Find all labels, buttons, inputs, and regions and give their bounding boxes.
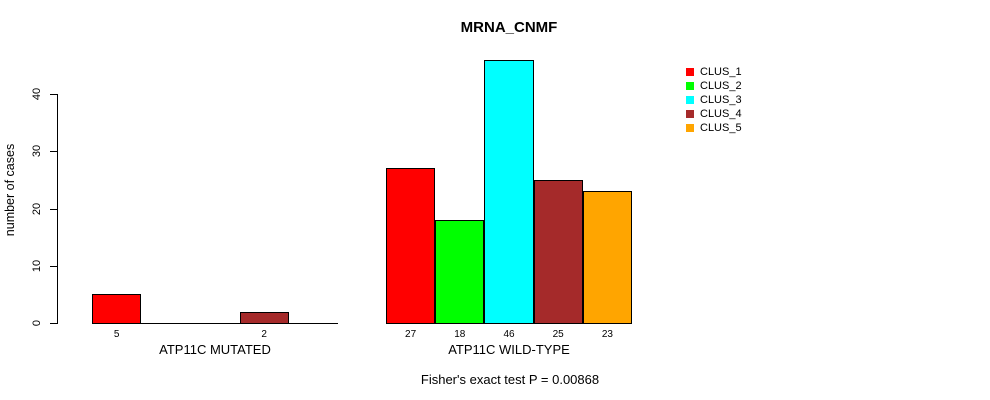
bar — [533, 179, 583, 324]
legend-label: CLUS_1 — [700, 66, 742, 78]
y-tick — [50, 151, 57, 153]
legend-label: CLUS_5 — [700, 122, 742, 134]
y-tick-label: 20 — [31, 202, 43, 215]
bar — [239, 311, 289, 324]
legend-swatch — [686, 110, 694, 118]
y-axis-label: number of cases — [3, 143, 17, 237]
legend-item: CLUS_4 — [686, 107, 742, 121]
legend-swatch — [686, 68, 694, 76]
legend-swatch — [686, 96, 694, 104]
bar-value-label: 27 — [405, 329, 417, 340]
legend-item: CLUS_5 — [686, 121, 742, 135]
legend-item: CLUS_1 — [686, 65, 742, 79]
bar-value-label: 25 — [552, 329, 564, 340]
legend-item: CLUS_3 — [686, 93, 742, 107]
y-tick-label: 40 — [31, 87, 43, 101]
bar-value-label: 23 — [601, 329, 613, 340]
legend: CLUS_1 CLUS_2 CLUS_3 CLUS_4 CLUS_5 — [686, 65, 742, 135]
bar — [435, 219, 485, 324]
y-tick — [50, 323, 57, 324]
bar — [484, 59, 534, 324]
legend-label: CLUS_3 — [700, 94, 742, 106]
fisher-test-footnote: Fisher's exact test P = 0.00868 — [420, 372, 600, 387]
legend-label: CLUS_4 — [700, 108, 742, 120]
legend-swatch — [686, 82, 694, 90]
bar-value-label: 18 — [454, 329, 466, 340]
group-label-wildtype: ATP11C WILD-TYPE — [448, 342, 570, 357]
group-label-mutated: ATP11C MUTATED — [159, 342, 271, 357]
bar — [386, 168, 436, 324]
legend-item: CLUS_2 — [686, 79, 742, 93]
y-tick-label: 0 — [31, 319, 43, 327]
bar — [92, 294, 142, 324]
chart-title: MRNA_CNMF — [460, 19, 558, 36]
y-tick-label: 10 — [31, 259, 43, 272]
legend-label: CLUS_2 — [700, 80, 742, 92]
y-tick — [50, 94, 57, 95]
legend-swatch — [686, 124, 694, 132]
x-axis-line — [92, 323, 338, 324]
y-axis-line — [57, 94, 58, 324]
bar-value-label: 46 — [503, 329, 515, 340]
y-tick — [50, 265, 57, 267]
bar-value-label: 5 — [113, 329, 120, 340]
bar — [582, 191, 632, 324]
y-tick — [50, 208, 57, 210]
y-tick-label: 30 — [31, 145, 43, 158]
bar-value-label: 2 — [261, 329, 267, 340]
